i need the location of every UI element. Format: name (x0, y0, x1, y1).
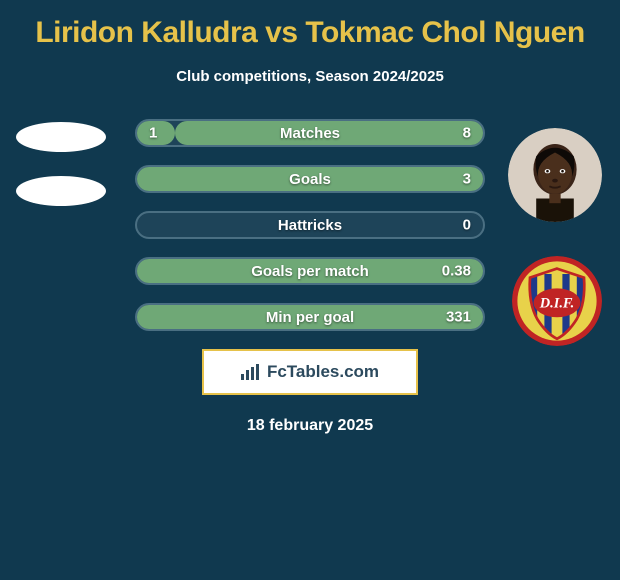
stat-label: Goals per match (251, 263, 369, 280)
club-badge-text: D.I.F. (539, 295, 575, 311)
snapshot-date: 18 february 2025 (15, 417, 605, 435)
stat-row: 1 8 Matches (135, 119, 485, 147)
stat-row: 0.38 Goals per match (135, 257, 485, 285)
stat-right-value: 0.38 (442, 263, 471, 280)
stat-left-value: 1 (149, 125, 157, 142)
subtitle: Club competitions, Season 2024/2025 (15, 68, 605, 85)
brand-box[interactable]: FcTables.com (202, 349, 418, 395)
stat-label: Goals (289, 171, 331, 188)
stat-right-value: 8 (463, 125, 471, 142)
page-title: Liridon Kalludra vs Tokmac Chol Nguen (15, 16, 605, 50)
stat-label: Min per goal (266, 309, 354, 326)
stat-right-value: 0 (463, 217, 471, 234)
brand-text: FcTables.com (267, 362, 379, 382)
comparison-card: Liridon Kalludra vs Tokmac Chol Nguen Cl… (0, 0, 620, 580)
player-right-avatar (508, 128, 602, 222)
stat-row: 3 Goals (135, 165, 485, 193)
stat-row: 331 Min per goal (135, 303, 485, 331)
player-left-club-placeholder (16, 176, 106, 206)
stat-label: Matches (280, 125, 340, 142)
stat-row: 0 Hattricks (135, 211, 485, 239)
player-right-club-badge: D.I.F. (512, 256, 602, 346)
brand-bars-icon (241, 364, 261, 380)
player-left-avatar-placeholder (16, 122, 106, 152)
stat-label: Hattricks (278, 217, 342, 234)
stat-right-value: 3 (463, 171, 471, 188)
stat-right-value: 331 (446, 309, 471, 326)
